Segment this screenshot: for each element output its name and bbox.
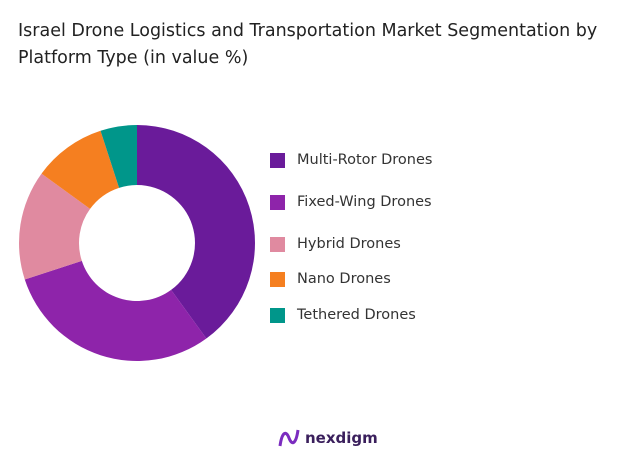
- slice-hybrid-drones: [18, 173, 91, 280]
- legend-label: Fixed-Wing Drones: [297, 194, 432, 210]
- legend-item: Hybrid Drones: [270, 234, 401, 254]
- brand-name: nexdigm: [305, 429, 378, 447]
- slice-multi-rotor-drones: [137, 125, 256, 339]
- legend-label: Tethered Drones: [297, 307, 416, 323]
- legend-label: Hybrid Drones: [297, 236, 401, 252]
- legend-item: Tethered Drones: [270, 305, 416, 325]
- chart-title: Israel Drone Logistics and Transportatio…: [18, 21, 598, 68]
- slice-tethered-drones: [100, 125, 137, 188]
- legend-label: Nano Drones: [297, 271, 391, 287]
- legend-swatch: [270, 152, 285, 168]
- legend-label: Multi-Rotor Drones: [297, 152, 433, 168]
- legend-item: Multi-Rotor Drones: [270, 150, 432, 170]
- slice-nano-drones: [41, 130, 120, 209]
- slice-fixed-wing-drones: [24, 260, 207, 361]
- nexdigm-logo-icon: [278, 429, 300, 447]
- legend-swatch: [270, 236, 285, 252]
- legend-swatch: [270, 194, 285, 210]
- legend-item: Fixed-Wing Drones: [270, 192, 432, 212]
- legend-item: Nano Drones: [270, 269, 391, 289]
- legend-swatch: [270, 307, 285, 323]
- legend-swatch: [270, 271, 285, 287]
- nexdigm-logo: nexdigm: [278, 428, 378, 448]
